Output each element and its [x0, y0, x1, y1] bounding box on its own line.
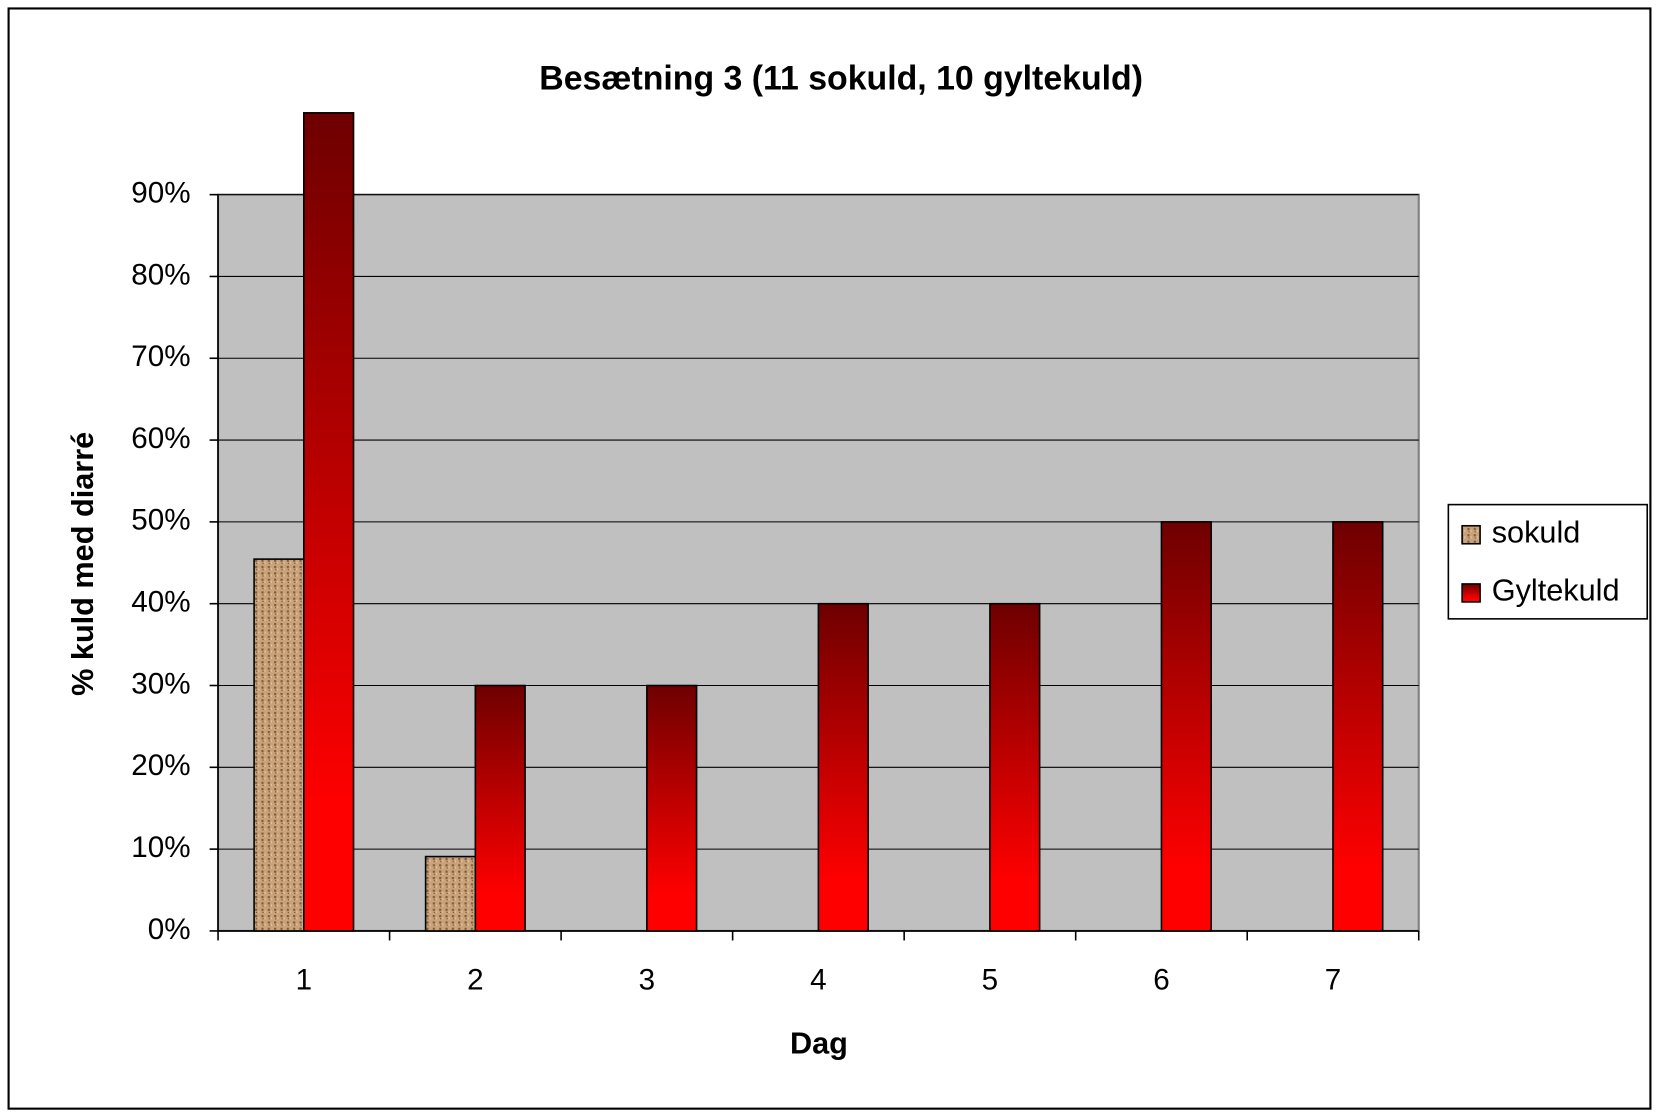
bar: [1332, 521, 1384, 932]
bar: [1160, 521, 1212, 932]
y-tick-label: 50%: [131, 504, 190, 537]
x-tick-label: 3: [639, 964, 655, 997]
x-tick-label: 7: [1325, 964, 1341, 997]
x-tick-label: 6: [1153, 964, 1169, 997]
y-tick-label: 70%: [131, 340, 190, 373]
bar: [989, 602, 1041, 932]
x-axis-title: Dag: [790, 1026, 848, 1060]
x-tick-label: 5: [982, 964, 998, 997]
x-tick-label: 4: [810, 964, 826, 997]
y-tick-label: 90%: [131, 176, 190, 209]
bar: [303, 112, 355, 932]
x-tick-label: 2: [467, 964, 483, 997]
y-tick-label: 30%: [131, 667, 190, 700]
legend-label: sokuld: [1492, 515, 1581, 549]
legend-label: Gyltekuld: [1492, 574, 1620, 608]
y-axis-title: % kuld med diarré: [66, 432, 100, 696]
y-tick-label: 60%: [131, 422, 190, 455]
x-tick-label: 1: [296, 964, 312, 997]
bar: [424, 855, 477, 932]
bar: [253, 558, 305, 932]
y-tick-label: 0%: [148, 913, 191, 946]
bar: [817, 602, 869, 932]
y-tick-label: 80%: [131, 258, 190, 291]
bar: [646, 684, 698, 932]
y-tick-label: 10%: [131, 831, 190, 864]
legend-swatch: [1461, 524, 1481, 545]
bar: [474, 684, 526, 932]
chart-title: Besætning 3 (11 sokuld, 10 gyltekuld): [539, 59, 1143, 97]
y-tick-label: 40%: [131, 586, 190, 619]
y-tick-label: 20%: [131, 749, 190, 782]
legend-swatch: [1461, 583, 1481, 603]
legend: [1447, 503, 1649, 620]
